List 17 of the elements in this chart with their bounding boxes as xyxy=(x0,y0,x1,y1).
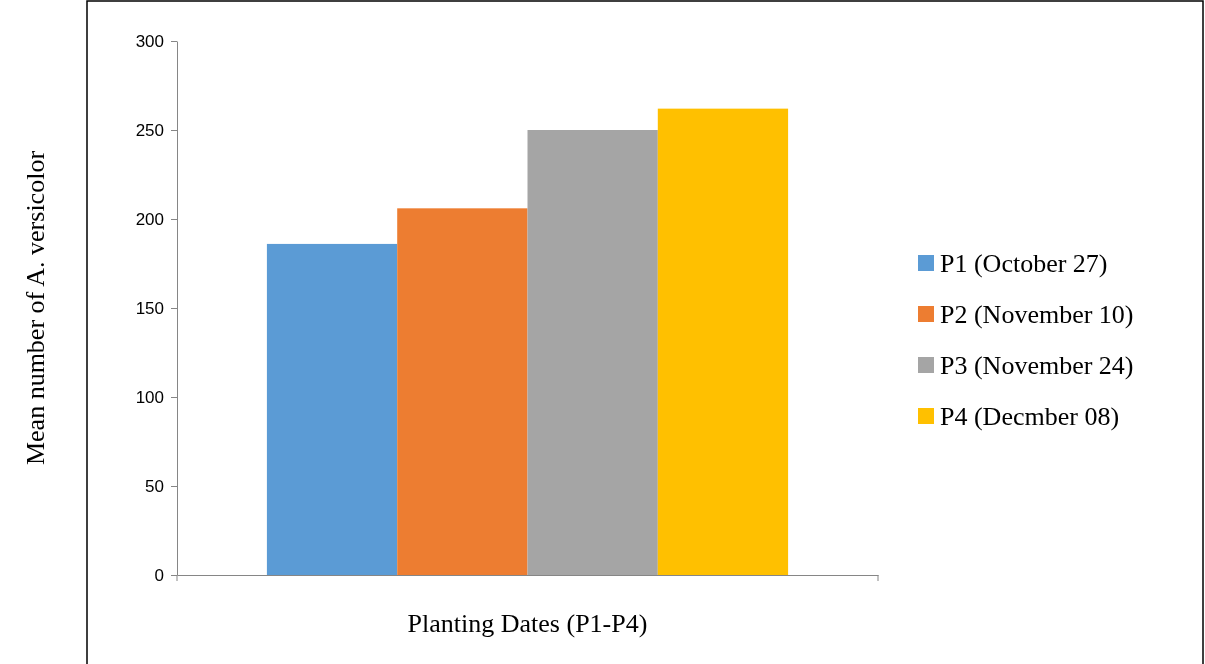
legend-label: P3 (November 24) xyxy=(940,351,1134,380)
legend-label: P1 (October 27) xyxy=(940,249,1108,278)
bar xyxy=(266,243,398,575)
y-tick-label: 250 xyxy=(135,120,164,140)
y-tick-label: 300 xyxy=(135,31,164,51)
bar xyxy=(657,108,789,575)
y-tick-label: 100 xyxy=(135,387,164,407)
legend-label: P4 (Decmber 08) xyxy=(940,402,1120,431)
x-axis-title: Planting Dates (P1-P4) xyxy=(407,609,648,638)
y-axis-title: Mean number of A. versicolor xyxy=(21,150,50,466)
bar xyxy=(527,130,658,575)
y-tick-label: 150 xyxy=(135,298,164,318)
y-tick-label: 0 xyxy=(154,565,164,585)
legend-label: P2 (November 10) xyxy=(940,300,1134,329)
bar xyxy=(397,208,528,575)
y-tick-label: 50 xyxy=(145,476,164,496)
y-tick-label: 200 xyxy=(135,209,164,229)
